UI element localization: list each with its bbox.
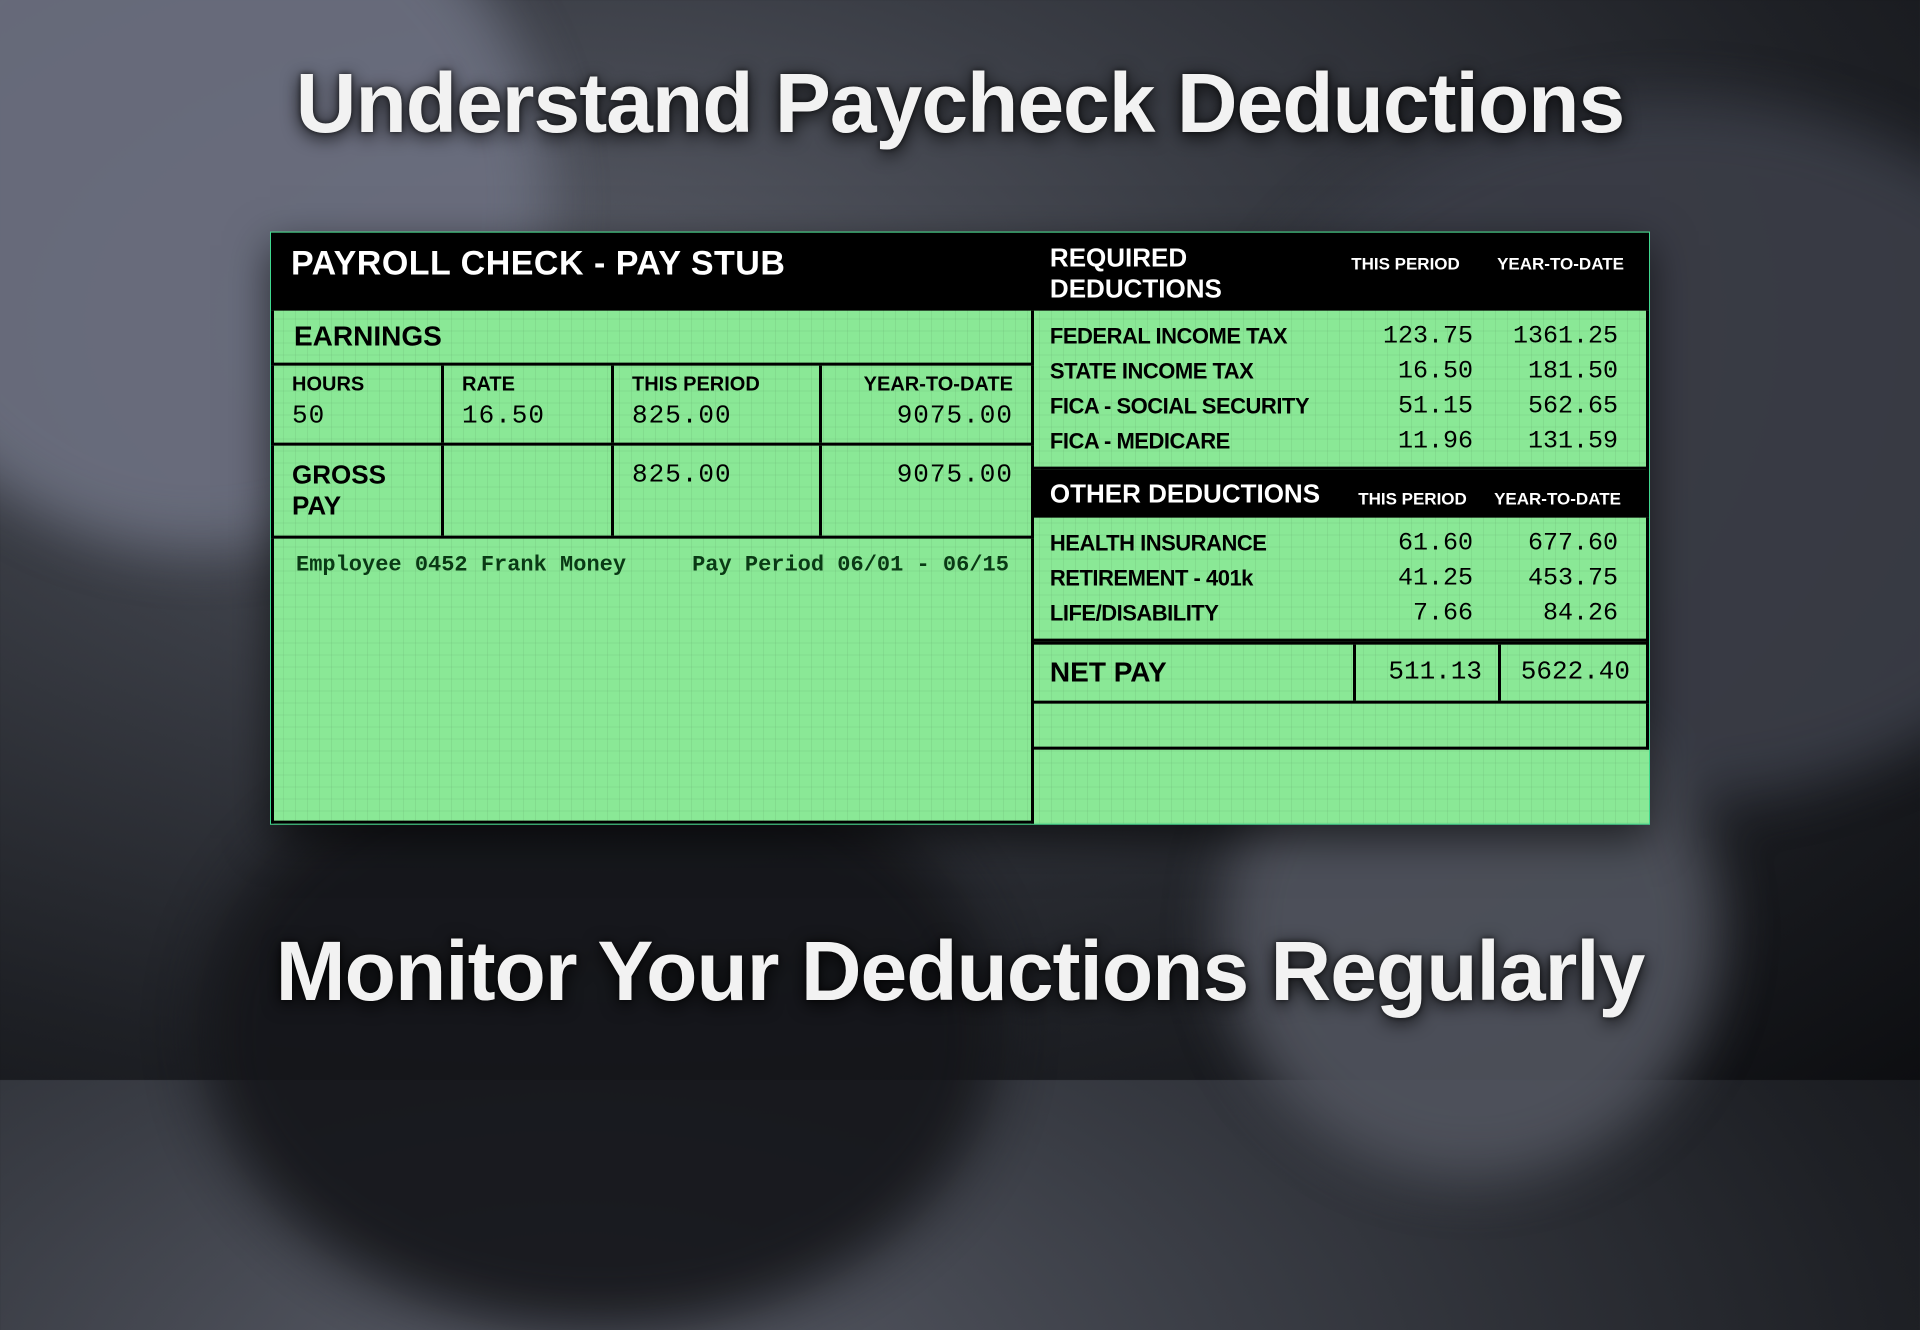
earnings-header: EARNINGS	[271, 311, 1034, 366]
col-year-to-date: YEAR-TO-DATE	[1488, 243, 1633, 275]
net-pay-label: NET PAY	[1034, 645, 1356, 701]
deduction-row: FICA - SOCIAL SECURITY 51.15 562.65	[1050, 389, 1630, 424]
rate-label: RATE	[462, 374, 593, 397]
other-deductions-title: OTHER DEDUCTIONS	[1050, 478, 1340, 509]
deduction-this: 61.60	[1340, 529, 1485, 558]
this-period-label: THIS PERIOD	[632, 374, 801, 397]
gross-ytd: 9075.00	[840, 460, 1012, 490]
net-pay-this: 511.13	[1356, 645, 1501, 701]
title-top: Understand Paycheck Deductions	[0, 55, 1920, 152]
earnings-row: HOURS 50 RATE 16.50 THIS PERIOD 825.00 Y…	[271, 366, 1034, 446]
blank-footer-cell	[1034, 704, 1649, 750]
deduction-label: FICA - MEDICARE	[1050, 428, 1340, 454]
rate-cell: RATE 16.50	[444, 366, 614, 443]
stub-title: PAYROLL CHECK - PAY STUB	[271, 233, 1034, 311]
deduction-ytd: 1361.25	[1485, 322, 1630, 351]
hours-label: HOURS	[292, 374, 423, 397]
deduction-row: FEDERAL INCOME TAX 123.75 1361.25	[1050, 319, 1630, 354]
deduction-ytd: 131.59	[1485, 427, 1630, 456]
deduction-row: LIFE/DISABILITY 7.66 84.26	[1050, 596, 1630, 631]
net-pay-row: NET PAY 511.13 5622.40	[1034, 642, 1649, 704]
title-bottom: Monitor Your Deductions Regularly	[0, 923, 1920, 1020]
deduction-label: FEDERAL INCOME TAX	[1050, 323, 1340, 349]
ytd-label: YEAR-TO-DATE	[840, 374, 1012, 397]
deduction-row: STATE INCOME TAX 16.50 181.50	[1050, 354, 1630, 389]
hours-value: 50	[292, 401, 325, 431]
gross-pay-row: GROSS PAY 825.00 9075.00	[271, 446, 1034, 539]
col-this-period: THIS PERIOD	[1333, 243, 1478, 275]
net-pay-ytd: 5622.40	[1501, 645, 1646, 701]
other-deductions-body: HEALTH INSURANCE 61.60 677.60 RETIREMENT…	[1034, 518, 1649, 642]
this-period-cell: THIS PERIOD 825.00	[614, 366, 822, 443]
hours-cell: HOURS 50	[274, 366, 444, 443]
deduction-this: 41.25	[1340, 564, 1485, 593]
deduction-this: 7.66	[1340, 599, 1485, 628]
deduction-label: LIFE/DISABILITY	[1050, 600, 1340, 626]
pay-stub: PAYROLL CHECK - PAY STUB REQUIRED DEDUCT…	[270, 232, 1650, 825]
required-deductions-title: REQUIRED DEDUCTIONS	[1050, 243, 1323, 305]
deduction-row: HEALTH INSURANCE 61.60 677.60	[1050, 526, 1630, 561]
deduction-label: STATE INCOME TAX	[1050, 358, 1340, 384]
deduction-ytd: 453.75	[1485, 564, 1630, 593]
required-deductions-body: FEDERAL INCOME TAX 123.75 1361.25 STATE …	[1034, 311, 1649, 470]
ytd-cell: YEAR-TO-DATE 9075.00	[822, 366, 1030, 443]
deduction-label: FICA - SOCIAL SECURITY	[1050, 393, 1340, 419]
rate-value: 16.50	[462, 401, 545, 431]
gross-pay-label: GROSS PAY	[274, 446, 444, 536]
col-this-period: THIS PERIOD	[1340, 478, 1485, 510]
deduction-this: 123.75	[1340, 322, 1485, 351]
pay-stub-container: PAYROLL CHECK - PAY STUB REQUIRED DEDUCT…	[270, 232, 1650, 825]
deduction-ytd: 181.50	[1485, 357, 1630, 386]
deduction-label: RETIREMENT - 401k	[1050, 565, 1340, 591]
deduction-label: HEALTH INSURANCE	[1050, 530, 1340, 556]
col-year-to-date: YEAR-TO-DATE	[1485, 478, 1630, 510]
right-column: FEDERAL INCOME TAX 123.75 1361.25 STATE …	[1034, 311, 1649, 824]
employee-info: Employee 0452 Frank Money Pay Period 06/…	[271, 539, 1034, 824]
deduction-ytd: 562.65	[1485, 392, 1630, 421]
gross-this-period: 825.00	[632, 460, 732, 490]
deduction-ytd: 84.26	[1485, 599, 1630, 628]
deduction-this: 16.50	[1340, 357, 1485, 386]
deduction-this: 11.96	[1340, 427, 1485, 456]
deduction-this: 51.15	[1340, 392, 1485, 421]
deduction-ytd: 677.60	[1485, 529, 1630, 558]
deduction-row: FICA - MEDICARE 11.96 131.59	[1050, 424, 1630, 459]
other-deductions-header: OTHER DEDUCTIONS THIS PERIOD YEAR-TO-DAT…	[1034, 470, 1649, 518]
left-column: EARNINGS HOURS 50 RATE 16.50 THIS PERIOD…	[271, 311, 1034, 824]
deduction-row: RETIREMENT - 401k 41.25 453.75	[1050, 561, 1630, 596]
ytd-value: 9075.00	[840, 401, 1012, 431]
required-deductions-header: REQUIRED DEDUCTIONS THIS PERIOD YEAR-TO-…	[1034, 233, 1649, 311]
this-period-value: 825.00	[632, 401, 732, 431]
employee-line: Employee 0452 Frank Money Pay Period 06/…	[296, 553, 1009, 578]
